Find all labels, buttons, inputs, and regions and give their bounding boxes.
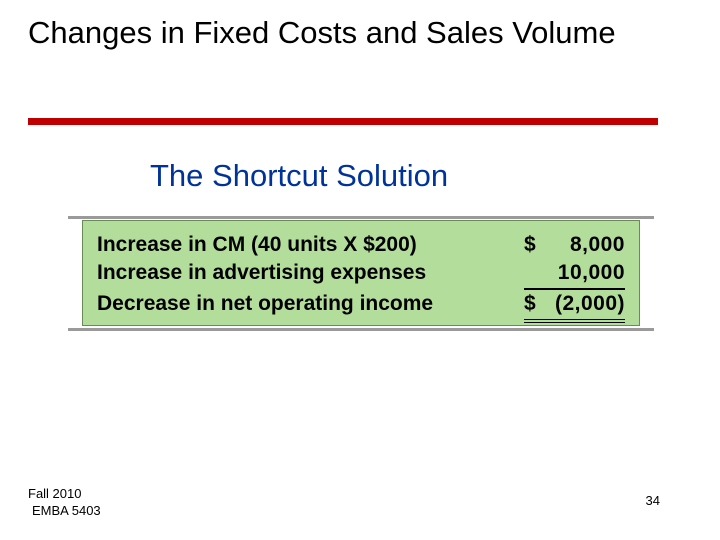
title-underline	[28, 118, 658, 125]
calc-box: Increase in CM (40 units X $200) $ 8,000…	[82, 220, 640, 326]
calc-row: Increase in CM (40 units X $200) $ 8,000	[97, 231, 625, 259]
calc-label: Increase in CM (40 units X $200)	[97, 231, 417, 259]
currency-symbol: $	[524, 288, 540, 323]
calc-amount: 10,000	[540, 259, 625, 287]
calc-value: $ (2,000)	[524, 288, 625, 323]
footer-left: Fall 2010 EMBA 5403	[28, 486, 101, 520]
calc-row: Increase in advertising expenses 10,000	[97, 259, 625, 287]
calc-label: Increase in advertising expenses	[97, 259, 426, 287]
slide: Changes in Fixed Costs and Sales Volume …	[0, 0, 720, 540]
calc-row: Decrease in net operating income $ (2,00…	[97, 288, 625, 323]
currency-symbol: $	[524, 231, 540, 259]
footer-term: Fall 2010	[28, 486, 101, 503]
calc-value: $ 8,000	[524, 231, 625, 259]
calc-label: Decrease in net operating income	[97, 290, 433, 318]
slide-title: Changes in Fixed Costs and Sales Volume	[28, 14, 688, 51]
calc-amount: (2,000)	[540, 288, 625, 323]
slide-subtitle: The Shortcut Solution	[150, 158, 448, 194]
footer-course: EMBA 5403	[32, 503, 101, 520]
calc-amount: 8,000	[540, 231, 625, 259]
page-number: 34	[646, 493, 660, 508]
calc-value: 10,000	[524, 259, 625, 287]
